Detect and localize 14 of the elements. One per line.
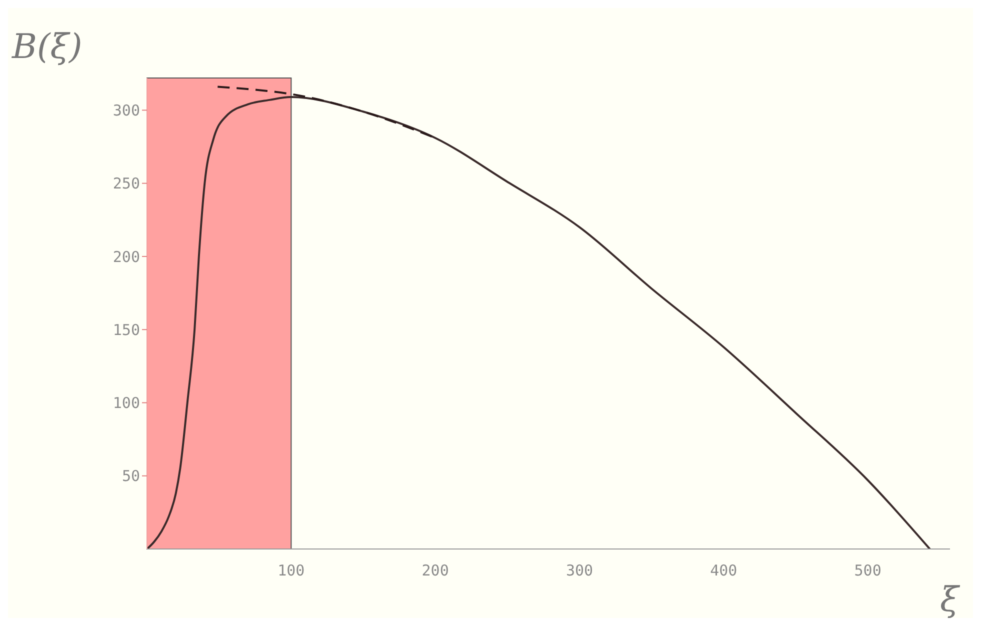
- x-tick-label: 500: [854, 562, 882, 580]
- y-tick-label: 50: [122, 467, 140, 486]
- line-series: [147, 96, 931, 549]
- x-tick-label: 400: [710, 562, 738, 580]
- x-tick-label: 100: [278, 562, 305, 580]
- x-tick-label: 300: [566, 562, 594, 580]
- y-tick-label: 200: [112, 248, 140, 266]
- x-axis-title: ξ: [940, 580, 961, 620]
- y-tick-label: 100: [112, 394, 140, 412]
- y-tick-label: 250: [112, 174, 140, 193]
- y-tick-label: 150: [112, 320, 140, 339]
- x-tick-label: 200: [422, 562, 449, 580]
- y-tick-label: 300: [112, 102, 140, 120]
- y-axis-title: B(ξ): [11, 27, 82, 67]
